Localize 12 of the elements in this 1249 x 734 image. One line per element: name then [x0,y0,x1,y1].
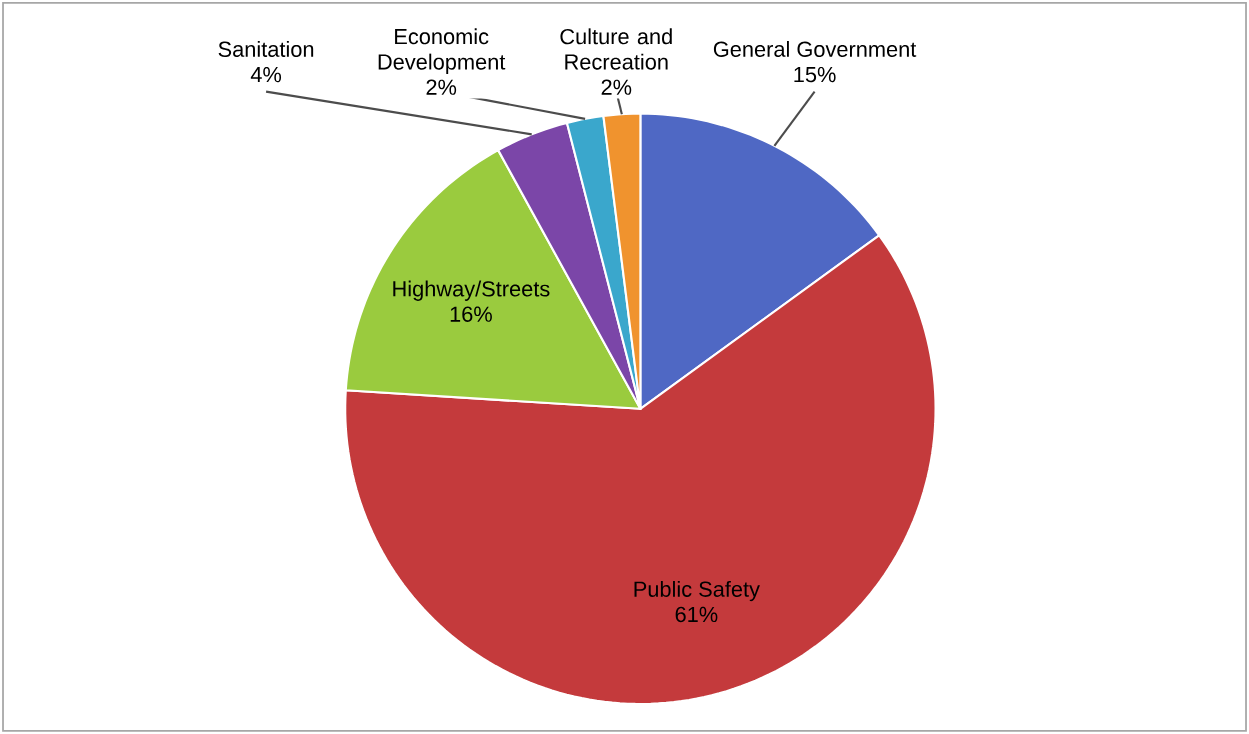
slice-label: Highway/Streets [393,280,550,301]
slice-label: Economic Development [378,28,506,74]
slice-label: Public Safety [634,580,760,602]
data-label: 2% [426,79,457,95]
slice-label: General Government [713,40,917,57]
data-label: 15% [794,66,836,83]
slice-label: Culture and Recreation [560,28,672,70]
data-label: 61% [675,606,718,623]
slice-label: Sanitation [218,40,314,57]
data-label: 2% [601,79,632,95]
data-label: 4% [250,66,282,83]
data-label: 16% [450,306,492,322]
